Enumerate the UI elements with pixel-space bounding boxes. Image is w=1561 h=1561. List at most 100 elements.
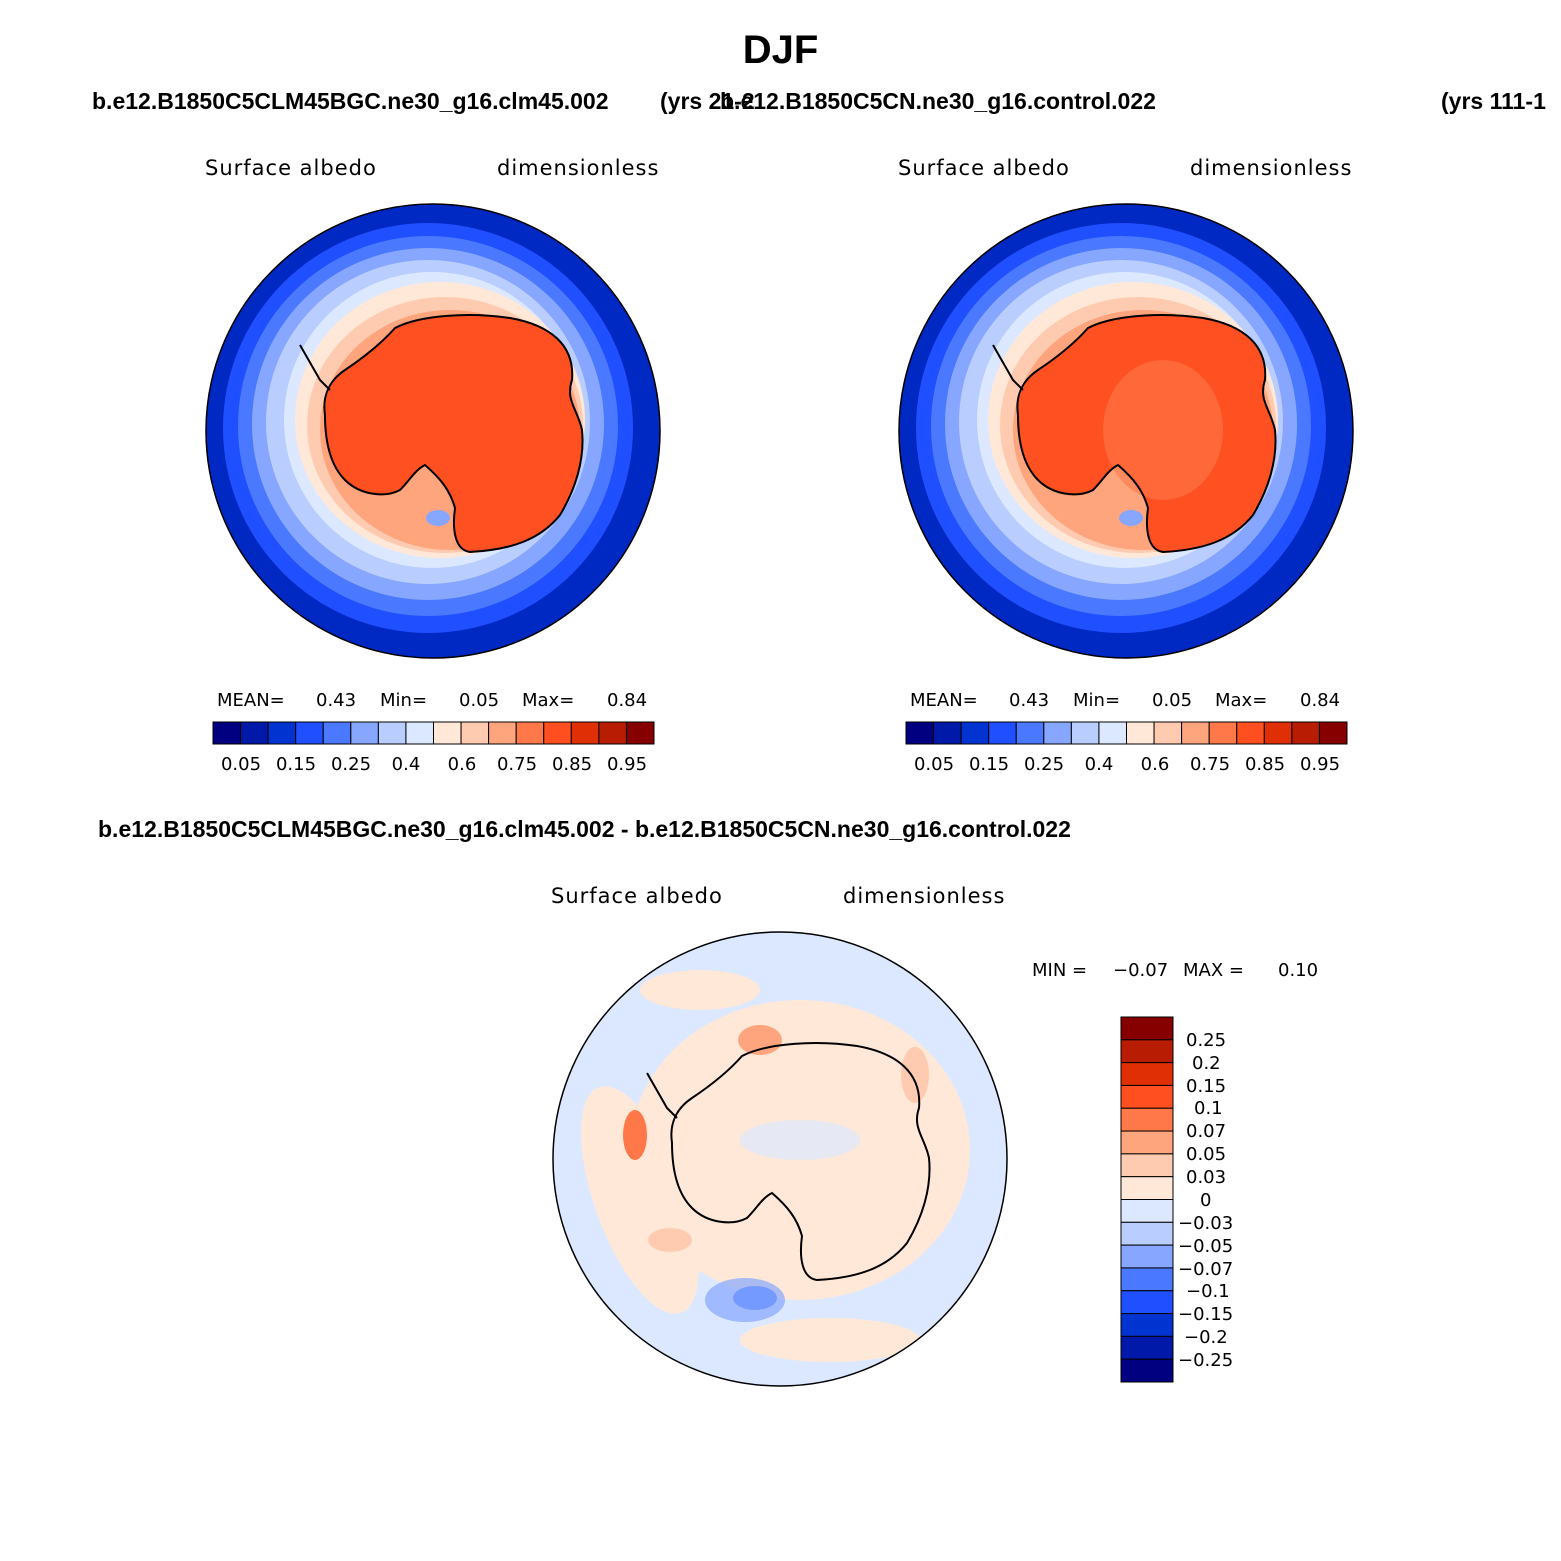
- diff-zone: [640, 970, 760, 1010]
- colorbar-swatch: [1120, 1267, 1174, 1292]
- sea-ice-gap: [1119, 510, 1143, 526]
- right-map: [898, 203, 1354, 659]
- diff-tick: 0: [1200, 1190, 1212, 1211]
- right-tick: 0.95: [1299, 754, 1341, 775]
- control-title: b.e12.B1850C5CN.ne30_g16.control.022: [720, 88, 1156, 114]
- diff-tick: −0.2: [1184, 1327, 1228, 1348]
- colorbar-swatch: [515, 721, 545, 745]
- colorbar-swatch: [1120, 1199, 1174, 1223]
- left-map: [205, 203, 661, 659]
- colorbar-swatch: [1291, 721, 1320, 745]
- diff-positive-anomaly: [738, 1025, 782, 1055]
- diff-tick: 0.15: [1186, 1076, 1227, 1097]
- colorbar-swatch: [212, 721, 242, 745]
- colorbar-swatch: [570, 721, 600, 745]
- colorbar-swatch: [1120, 1153, 1174, 1178]
- diff-tick: −0.07: [1178, 1259, 1234, 1280]
- colorbar-swatch: [295, 721, 324, 745]
- colorbar-swatch: [267, 721, 297, 745]
- left-min-label: Min=: [380, 690, 428, 711]
- diff-tick: −0.1: [1186, 1281, 1230, 1302]
- left-tick: 0.4: [391, 754, 421, 775]
- diff-tick: 0.03: [1186, 1167, 1227, 1188]
- right-tick: 0.6: [1140, 754, 1170, 775]
- colorbar-swatch: [377, 721, 407, 745]
- case-years: (yrs 21-2: [660, 88, 755, 114]
- colorbar-swatch: [405, 721, 434, 745]
- colorbar-swatch: [1120, 1290, 1174, 1315]
- colorbar-swatch: [1120, 1107, 1174, 1132]
- colorbar-swatch: [350, 721, 379, 745]
- right-tick: 0.85: [1244, 754, 1286, 775]
- right-colorbar: [905, 721, 1348, 745]
- colorbar-swatch: [1120, 1244, 1174, 1269]
- colorbar-swatch: [1120, 1016, 1174, 1041]
- left-mean-label: MEAN=: [217, 690, 285, 711]
- left-tick: 0.15: [275, 754, 317, 775]
- colorbar-swatch: [1043, 721, 1072, 745]
- left-mean-value: 0.43: [316, 690, 357, 711]
- left-colorbar: [212, 721, 655, 745]
- left-max-label: Max=: [522, 690, 575, 711]
- map-border: [898, 203, 1354, 659]
- diff-zone: [581, 1086, 699, 1314]
- right-tick: 0.25: [1023, 754, 1065, 775]
- colorbar-swatch: [1120, 1084, 1174, 1109]
- colorbar-swatch: [1120, 1313, 1174, 1337]
- left-min-value: 0.05: [459, 690, 500, 711]
- peninsula-coast: [646, 1072, 678, 1119]
- left-tick: 0.25: [330, 754, 372, 775]
- left-tick: 0.05: [220, 754, 262, 775]
- control-years: (yrs 111-1: [1441, 88, 1546, 114]
- diff-units-label: dimensionless: [843, 884, 1006, 908]
- colorbar-swatch: [1236, 721, 1265, 745]
- diff-positive-anomaly: [623, 1110, 647, 1160]
- diff-tick: 0.2: [1192, 1053, 1221, 1074]
- colorbar-swatch: [933, 721, 962, 745]
- colorbar-swatch: [1208, 721, 1238, 745]
- diff-tick: −0.15: [1178, 1304, 1234, 1325]
- left-tick: 0.75: [496, 754, 538, 775]
- diff-title: b.e12.B1850C5CLM45BGC.ne30_g16.clm45.002…: [98, 816, 1071, 842]
- colorbar-swatch: [433, 721, 462, 745]
- colorbar-swatch: [1263, 721, 1293, 745]
- colorbar-swatch: [1098, 721, 1127, 745]
- left-tick: 0.85: [551, 754, 593, 775]
- diff-tick: 0.1: [1194, 1098, 1223, 1119]
- ice-interior: [1103, 360, 1223, 500]
- right-tick: 0.4: [1084, 754, 1114, 775]
- left-tick: 0.6: [447, 754, 477, 775]
- diff-min-value: −0.07: [1113, 960, 1169, 981]
- right-variable-label: Surface albedo: [898, 156, 1070, 180]
- right-tick: 0.75: [1189, 754, 1231, 775]
- colorbar-swatch: [1120, 1335, 1174, 1360]
- colorbar-swatch: [543, 721, 572, 745]
- left-tick: 0.95: [606, 754, 648, 775]
- right-min-value: 0.05: [1152, 690, 1193, 711]
- right-max-label: Max=: [1215, 690, 1268, 711]
- colorbar-swatch: [240, 721, 269, 745]
- diff-tick: −0.03: [1178, 1213, 1234, 1234]
- colorbar-swatch: [1120, 1130, 1174, 1155]
- colorbar-swatch: [1120, 1221, 1174, 1246]
- right-max-value: 0.84: [1300, 690, 1341, 711]
- left-units-label: dimensionless: [497, 156, 660, 180]
- diff-zone: [740, 1318, 920, 1362]
- colorbar-swatch: [1318, 721, 1348, 745]
- case-title: b.e12.B1850C5CLM45BGC.ne30_g16.clm45.002: [92, 88, 609, 114]
- colorbar-swatch: [1153, 721, 1183, 745]
- right-mean-label: MEAN=: [910, 690, 978, 711]
- right-units-label: dimensionless: [1190, 156, 1353, 180]
- colorbar-swatch: [905, 721, 935, 745]
- diff-min-label: MIN =: [1032, 960, 1088, 981]
- diff-tick: −0.05: [1178, 1236, 1234, 1257]
- season-title: DJF: [742, 28, 819, 72]
- colorbar-swatch: [1120, 1176, 1174, 1200]
- sea-ice-gap: [426, 510, 450, 526]
- diff-tick: 0.07: [1186, 1121, 1227, 1142]
- peninsula-coast: [992, 344, 1024, 391]
- diff-max-value: 0.10: [1278, 960, 1319, 981]
- left-variable-label: Surface albedo: [205, 156, 377, 180]
- right-min-label: Min=: [1073, 690, 1121, 711]
